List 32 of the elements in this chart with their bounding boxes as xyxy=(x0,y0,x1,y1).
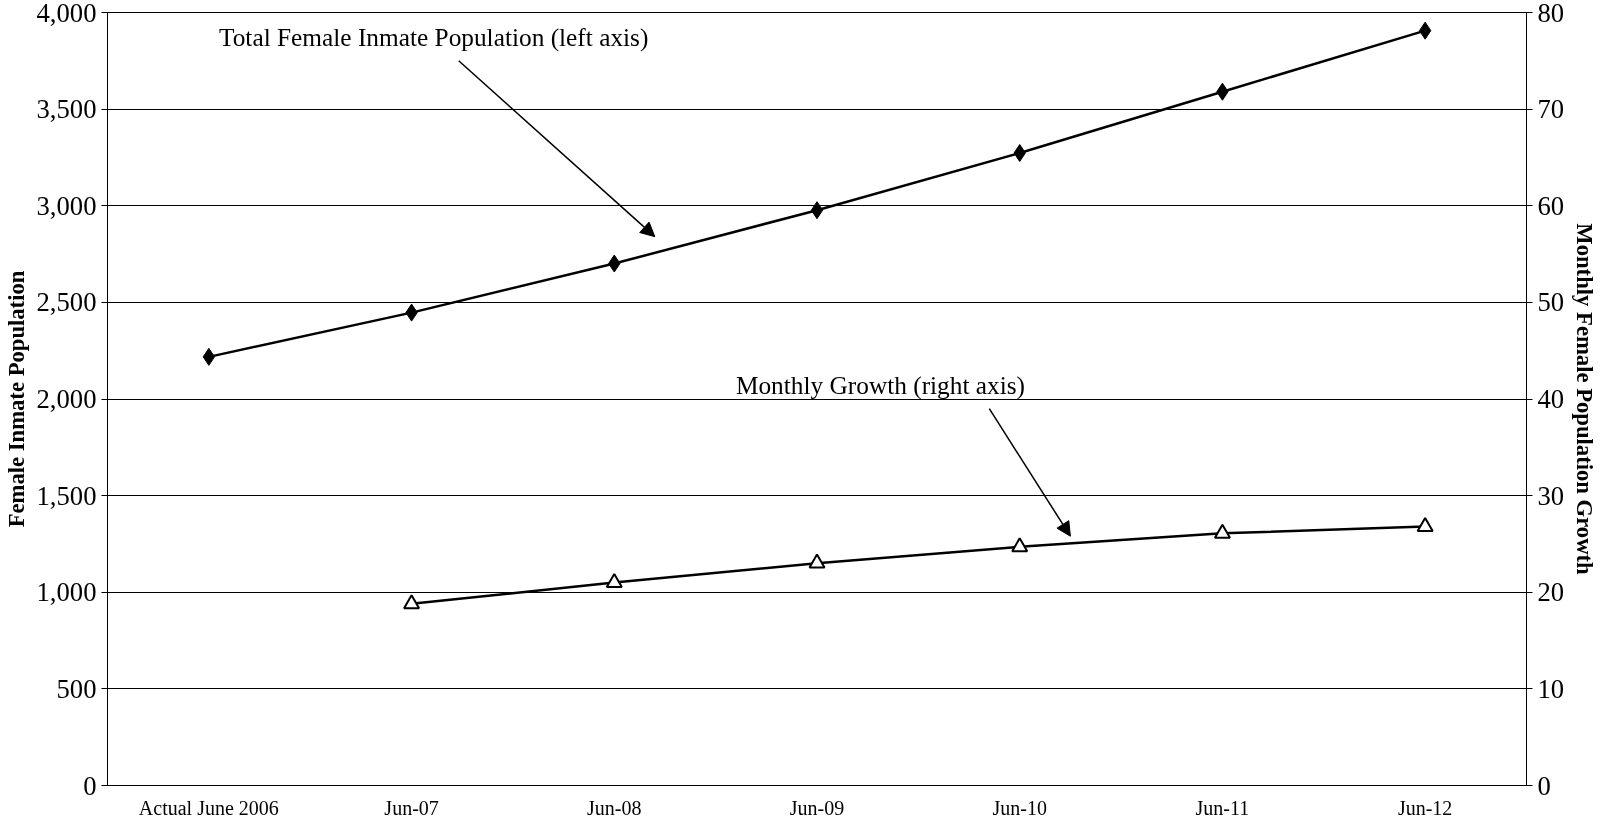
y2-tick-label: 10 xyxy=(1537,673,1565,704)
y-tick-label: 4,000 xyxy=(36,0,97,28)
y2-axis-title: Monthly Female Population Growth xyxy=(1572,223,1598,576)
y2-tick-label: 70 xyxy=(1537,94,1565,125)
x-tick-label: Jun-11 xyxy=(1195,796,1250,819)
x-tick-label: Jun-09 xyxy=(789,796,845,819)
y-axis-title: Female Inmate Population xyxy=(3,270,29,528)
y2-tick-label: 20 xyxy=(1537,577,1565,608)
y-tick-label: 2,000 xyxy=(36,384,97,414)
y-tick-label: 1,500 xyxy=(36,480,97,511)
point xyxy=(1418,21,1432,40)
x-tick-label: Jun-10 xyxy=(992,796,1047,819)
x-tick-label: Actual June 2006 xyxy=(138,796,279,819)
y2-tick-label: 0 xyxy=(1537,770,1551,801)
point xyxy=(810,201,824,220)
x-tick-label: Jun-12 xyxy=(1397,796,1453,819)
y-tick-label: 500 xyxy=(56,673,97,704)
x-tick-label: Jun-08 xyxy=(587,796,642,819)
y2-tick-label: 80 xyxy=(1537,0,1565,28)
y2-tick-label: 40 xyxy=(1537,384,1565,414)
y2-tick-label: 50 xyxy=(1537,287,1565,318)
x-tick-label: Jun-07 xyxy=(384,796,439,819)
y2-tick-label: 60 xyxy=(1537,190,1565,221)
y-tick-label: 3,000 xyxy=(36,190,97,221)
annotation: Total Female Inmate Population (left axis) xyxy=(218,23,649,53)
y2-tick-label: 30 xyxy=(1537,480,1565,511)
y-tick-label: 3,500 xyxy=(36,94,97,125)
y-tick-label: 0 xyxy=(83,770,97,801)
annotation: Monthly Growth (right axis) xyxy=(735,371,1026,400)
y-tick-label: 1,000 xyxy=(36,577,97,608)
point xyxy=(202,347,216,366)
y-tick-label: 2,500 xyxy=(36,287,97,318)
